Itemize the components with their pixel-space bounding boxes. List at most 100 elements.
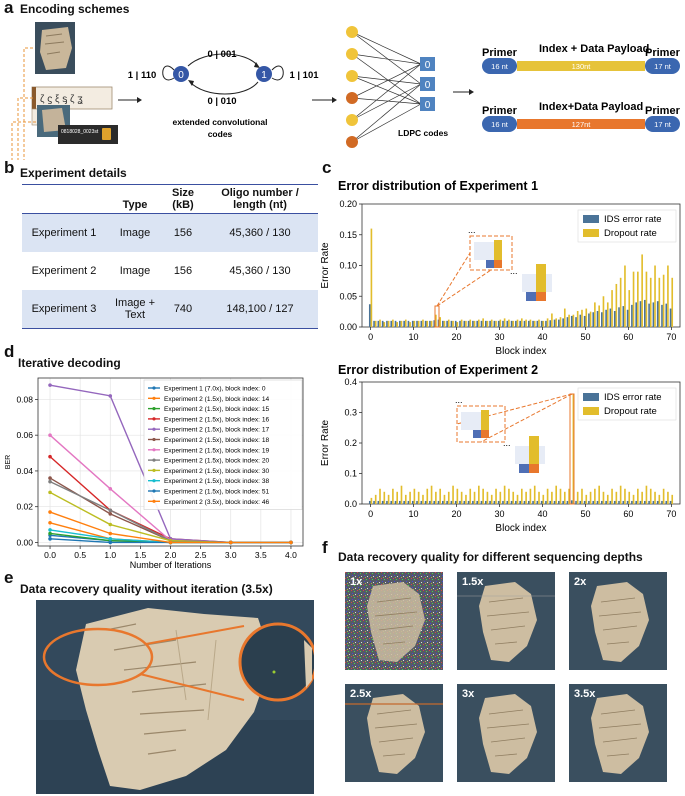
x-tick-label: 2.5 xyxy=(195,550,207,560)
bar xyxy=(499,491,502,504)
left-nt: 16 nt xyxy=(491,62,509,71)
bar xyxy=(631,304,633,327)
bar xyxy=(370,497,373,504)
panel-title-iterative-decoding: Iterative decoding xyxy=(18,356,121,370)
bar xyxy=(399,500,401,504)
y-tick-label: 0.1 xyxy=(344,469,357,479)
primer-left-label: Primer xyxy=(482,105,518,117)
legend-marker xyxy=(152,417,156,421)
bar xyxy=(486,320,489,327)
bar xyxy=(566,500,569,504)
x-axis-label: Number of Iterations xyxy=(130,560,212,568)
primer-left-label: Primer xyxy=(482,47,518,59)
bar xyxy=(387,494,390,504)
bar xyxy=(433,500,436,504)
table-row: Experiment 2 Image 156 45,360 / 130 xyxy=(22,252,318,290)
bar xyxy=(594,302,596,327)
bar xyxy=(643,500,646,504)
series-point xyxy=(48,528,52,532)
table-header: Size (kB) xyxy=(164,184,202,214)
bar xyxy=(512,320,515,327)
series-point xyxy=(48,383,52,387)
bar xyxy=(661,500,663,504)
bar xyxy=(601,500,603,504)
bar xyxy=(392,319,394,327)
depth-image-2 xyxy=(457,572,555,670)
bar xyxy=(585,308,588,327)
bar xyxy=(456,488,459,504)
bar xyxy=(467,320,470,327)
bar xyxy=(463,500,466,504)
chart-title: Error distribution of Experiment 2 xyxy=(338,363,538,377)
legend-label: Experiment 2 (1.5x), block index: 51 xyxy=(164,489,270,496)
bar xyxy=(508,319,510,327)
bar xyxy=(510,320,513,327)
bar xyxy=(489,320,491,327)
bar xyxy=(602,491,605,504)
bar xyxy=(442,500,444,504)
svg-text:ζ ϛ ξ ᶊ ζ ʓ: ζ ϛ ξ ᶊ ζ ʓ xyxy=(40,94,83,105)
bar xyxy=(563,491,566,504)
bar xyxy=(589,311,592,327)
bar xyxy=(551,313,553,327)
legend-marker xyxy=(152,489,156,493)
bar xyxy=(549,500,552,504)
bar xyxy=(374,494,377,504)
bar xyxy=(515,500,517,504)
transition-bottom: 0 | 010 xyxy=(207,96,236,107)
legend-swatch xyxy=(583,229,599,237)
oligo-structure-2: Primer Index+Data Payload Primer 16 nt 1… xyxy=(482,101,681,132)
bar xyxy=(529,488,532,504)
bar xyxy=(581,488,583,504)
depth-label: 2.5x xyxy=(350,688,372,700)
legend-box xyxy=(143,379,303,510)
inset-cell xyxy=(536,292,546,301)
bar xyxy=(506,320,509,327)
table-header: Type xyxy=(106,184,164,214)
y-tick-label: 0.20 xyxy=(339,199,357,209)
legend-swatch xyxy=(583,393,599,401)
doc-filename: 0818028_0023st xyxy=(61,129,99,135)
bar xyxy=(420,500,423,504)
y-axis-label: BER xyxy=(5,455,12,469)
bar xyxy=(553,500,556,504)
bar xyxy=(467,500,470,504)
bar xyxy=(624,265,626,327)
x-tick-label: 30 xyxy=(495,509,505,519)
check-node xyxy=(420,77,435,91)
bar xyxy=(381,320,384,327)
bar xyxy=(373,320,375,327)
bar xyxy=(433,320,436,327)
inset-blocks xyxy=(515,436,545,473)
bar xyxy=(579,314,582,327)
series-point xyxy=(48,531,52,536)
legend-label: Experiment 2 (3.5x), block index: 46 xyxy=(164,499,270,506)
bar xyxy=(413,320,416,327)
bar xyxy=(581,309,583,327)
inset-blocks xyxy=(474,240,502,268)
x-tick-label: 3.0 xyxy=(225,550,237,560)
right-nt: 17 nt xyxy=(654,62,672,71)
ellipsis-mark: ... xyxy=(468,225,476,235)
bar xyxy=(532,500,534,504)
bar xyxy=(422,319,424,327)
bar xyxy=(482,488,484,504)
experiment-table: Type Size (kB) Oligo number / length (nt… xyxy=(22,184,318,329)
text-thumbnail: ζ ϛ ξ ᶊ ζ ʓ 0818028_0023st xyxy=(31,86,118,144)
bar xyxy=(656,301,659,327)
table-cell: Experiment 3 xyxy=(22,290,106,329)
bar xyxy=(446,500,448,504)
bar xyxy=(572,394,575,504)
bar xyxy=(463,320,466,327)
bar xyxy=(555,318,558,327)
inset-cell xyxy=(529,464,539,473)
bar xyxy=(549,320,552,327)
bar xyxy=(486,491,489,504)
bar xyxy=(413,488,416,504)
bar xyxy=(635,500,638,504)
series-point xyxy=(228,540,233,545)
panel-title-encoding: Encoding schemes xyxy=(20,2,130,16)
bar xyxy=(568,314,570,327)
bar xyxy=(658,494,661,504)
table-cell: Experiment 1 xyxy=(22,213,106,252)
